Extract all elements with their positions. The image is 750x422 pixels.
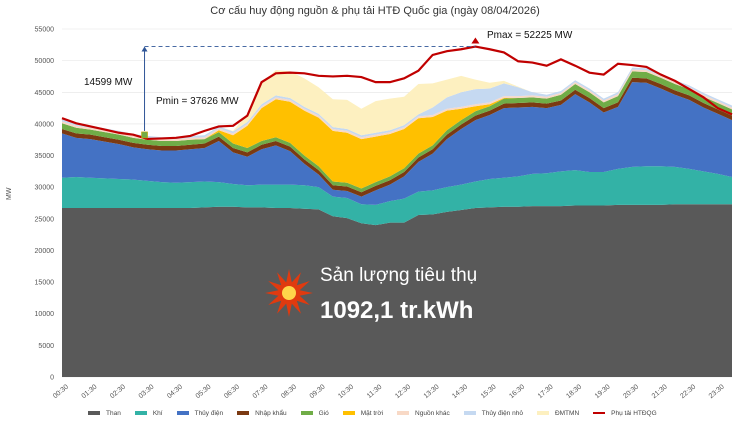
x-tick-label: 09:30 [309, 383, 327, 400]
x-tick-label: 00:30 [52, 383, 70, 400]
x-tick-label: 15:30 [480, 383, 498, 400]
legend-item-dmtmn: ĐMTMN [536, 407, 580, 419]
legend-label: Nhập khẩu [255, 409, 287, 417]
legend-swatch [300, 411, 313, 415]
x-tick-label: 06:30 [223, 383, 241, 400]
legend-label: ĐMTMN [554, 409, 580, 417]
arrow-head-up [141, 46, 148, 52]
legend-swatch [342, 411, 355, 415]
pmin-label: Pmin = 37626 MW [156, 96, 239, 107]
legend-swatch [237, 411, 250, 415]
y-tick-label: 50000 [35, 58, 55, 65]
legend-item-nguon_khac: Nguồn khác [397, 407, 450, 419]
legend-label: Thủy điện nhỏ [481, 409, 523, 417]
legend-label: Mặt trời [360, 409, 384, 417]
line-phu-tai [61, 45, 733, 141]
y-tick-label: 55000 [35, 27, 55, 34]
x-tick-label: 05:30 [195, 383, 213, 400]
x-tick-label: 03:30 [138, 383, 156, 400]
x-tick-label: 16:30 [508, 383, 526, 400]
legend-label: Thủy điện [194, 409, 224, 417]
legend-label: Nguồn khác [415, 409, 450, 417]
x-tick-label: 13:30 [423, 383, 441, 400]
x-tick-label: 21:30 [651, 383, 669, 400]
legend-swatch [88, 411, 100, 415]
y-tick-labels: 0 5000 10000 15000 20000 25000 30000 35000 40000… [35, 27, 55, 382]
area-gio [62, 71, 732, 193]
legend-label: Khí [152, 409, 163, 417]
chart-title: Cơ cấu huy động nguồn & phụ tải HTĐ Quốc… [210, 5, 540, 17]
y-tick-label: 25000 [35, 216, 55, 223]
area-khi [62, 166, 732, 226]
y-tick-label: 30000 [35, 185, 55, 192]
legend-item-thuy_dien_nho: Thủy điện nhỏ [463, 407, 523, 419]
x-tick-label: 01:30 [81, 383, 99, 400]
legend: Than Khí Thủy điện Nhập khẩu Gió Mặt trời Nguồ… [88, 407, 671, 419]
consumption-value: 1092,1 tr.kWh [320, 297, 474, 324]
legend-item-khi: Khí [134, 407, 163, 419]
x-tick-label: 17:30 [537, 383, 555, 400]
x-tick-label: 18:30 [565, 383, 583, 400]
legend-swatch [134, 411, 147, 415]
x-tick-label: 20:30 [622, 383, 640, 400]
pmin-marker [141, 131, 148, 139]
legend-swatch [397, 411, 410, 415]
legend-swatch [593, 412, 606, 414]
y-tick-label: 5000 [38, 343, 54, 350]
area-thuy_dien [62, 82, 732, 205]
legend-swatch [176, 411, 189, 415]
x-tick-label: 12:30 [394, 383, 412, 400]
consumption-caption: Sản lượng tiêu thụ [320, 265, 478, 286]
difference-label: 14599 MW [84, 77, 133, 88]
legend-swatch [463, 411, 476, 415]
y-tick-label: 40000 [35, 121, 55, 128]
legend-item-nhap_khau: Nhập khẩu [237, 407, 287, 419]
legend-item-thuy_dien: Thủy điện [176, 407, 224, 419]
x-tick-label: 04:30 [166, 383, 184, 400]
legend-label: Gió [318, 409, 329, 417]
pmax-label: Pmax = 52225 MW [487, 30, 573, 41]
area-dmtmn [62, 67, 732, 138]
legend-label: Phụ tải HTĐQG [611, 409, 657, 417]
x-tick-label: 22:30 [679, 383, 697, 400]
y-axis-label: MW [6, 187, 13, 200]
annotation-shapes [141, 37, 480, 317]
x-tick-label: 02:30 [109, 383, 127, 400]
area-mat_troi [62, 71, 732, 189]
x-tick-label: 19:30 [594, 383, 612, 400]
x-tick-label: 10:30 [337, 383, 355, 400]
load-line [61, 45, 733, 141]
area-than [62, 204, 732, 377]
legend-item-gio: Gió [300, 407, 329, 419]
y-tick-label: 0 [50, 375, 54, 382]
x-tick-label: 23:30 [708, 383, 726, 400]
x-tick-label: 08:30 [280, 383, 298, 400]
area-nhap_khau [62, 77, 732, 197]
legend-item-than: Than [88, 407, 121, 419]
y-tick-label: 35000 [35, 153, 55, 160]
pmax-marker [471, 37, 480, 44]
legend-label: Than [106, 409, 121, 417]
x-tick-labels: 00:30 01:30 02:30 03:30 04:30 05:30 06:30 07:30… [52, 383, 726, 400]
y-tick-label: 10000 [35, 311, 55, 318]
legend-swatch [536, 411, 549, 415]
legend-item-phu_tai: Phụ tải HTĐQG [593, 407, 657, 419]
x-tick-label: 14:30 [451, 383, 469, 400]
explosion-core [282, 286, 296, 300]
x-tick-label: 11:30 [366, 384, 384, 400]
y-tick-label: 20000 [35, 248, 55, 255]
stacked-areas [62, 67, 732, 377]
y-tick-label: 15000 [35, 280, 55, 287]
x-tick-label: 07:30 [252, 383, 270, 400]
y-tick-label: 45000 [35, 90, 55, 97]
legend-item-mat_troi: Mặt trời [342, 407, 384, 419]
